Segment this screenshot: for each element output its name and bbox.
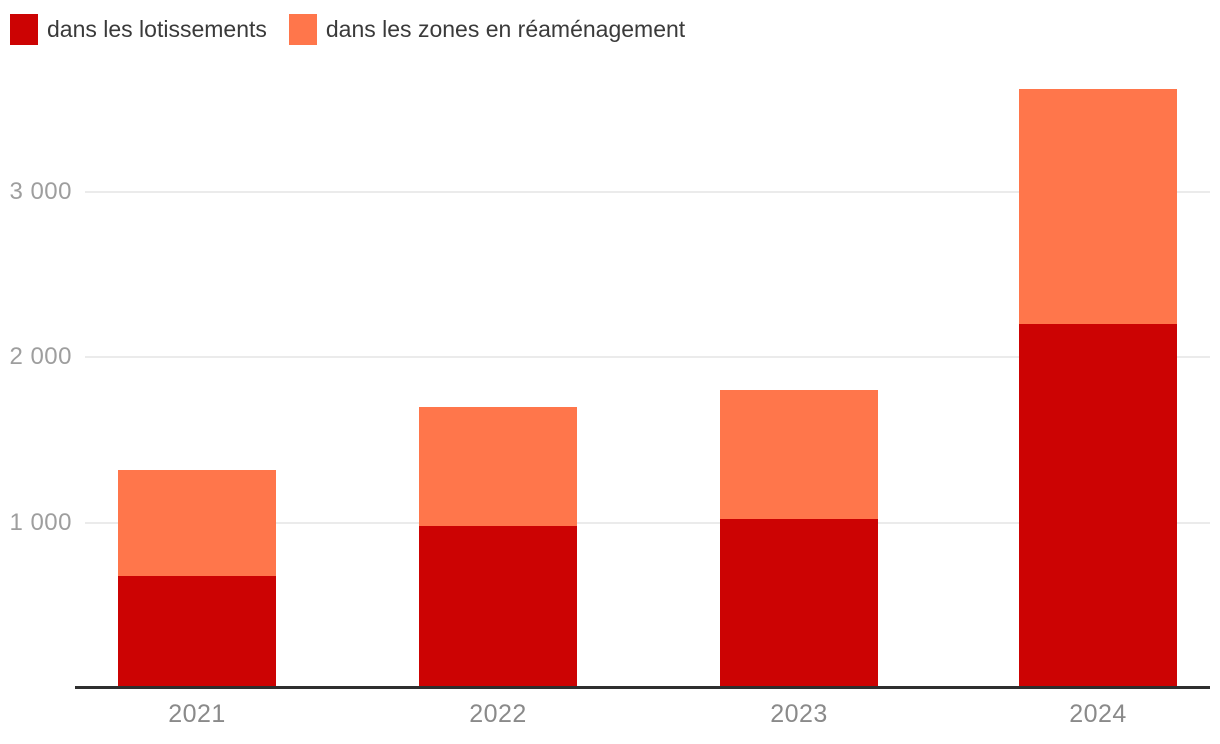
legend: dans les lotissements dans les zones en … — [10, 14, 685, 45]
x-tick-label: 2022 — [469, 700, 527, 728]
bar-segment-2022-zones — [419, 406, 577, 526]
bar-segment-2021-lotissements — [118, 576, 276, 688]
legend-item-zones-reamenagement: dans les zones en réaménagement — [288, 14, 686, 45]
x-axis-line — [75, 686, 1210, 689]
x-tick-label: 2023 — [770, 700, 828, 728]
y-tick-label: 3 000 — [9, 177, 72, 205]
y-tick-label: 1 000 — [9, 508, 72, 536]
bar-segment-2024-lotissements — [1019, 323, 1177, 688]
bar-segment-2021-zones — [118, 469, 276, 577]
bar-segment-2022-lotissements — [419, 525, 577, 688]
bar-segment-2023-lotissements — [720, 519, 878, 688]
x-tick-label: 2024 — [1069, 700, 1127, 728]
legend-swatch-orange-icon — [288, 14, 317, 45]
bar-segment-2024-zones — [1019, 88, 1177, 324]
gridline-2000 — [85, 356, 1210, 358]
bar-segment-2023-zones — [720, 390, 878, 520]
x-tick-label: 2021 — [168, 700, 226, 728]
legend-swatch-red-icon — [10, 14, 38, 45]
y-tick-label: 2 000 — [9, 343, 72, 370]
legend-item-lotissements: dans les lotissements — [10, 14, 267, 45]
legend-label-lotissements: dans les lotissements — [47, 16, 267, 42]
gridline-1000 — [85, 521, 1210, 524]
legend-label-zones-reamenagement: dans les zones en réaménagement — [325, 16, 686, 42]
gridline-3000 — [85, 190, 1210, 193]
